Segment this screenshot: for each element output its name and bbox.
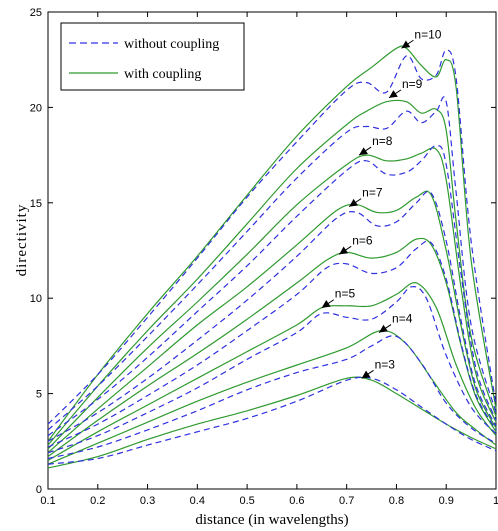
y-tick-label: 15 (30, 198, 42, 210)
series-line-without-coupling-n5 (47, 286, 497, 454)
y-tick-label: 0 (36, 484, 42, 496)
annotation-arrowhead-n3 (361, 370, 371, 379)
series-line-without-coupling-n10 (47, 49, 497, 425)
y-tick-label: 20 (30, 102, 42, 114)
annotation-arrowhead-n6 (339, 246, 349, 255)
x-tick-label: 0.4 (190, 495, 205, 507)
annotation-label-n4: n=4 (392, 312, 413, 326)
x-tick-label: 0.1 (40, 495, 55, 507)
series-line-with-coupling-n7 (47, 190, 497, 454)
series-line-without-coupling-n7 (47, 190, 497, 442)
annotation-arrowhead-n10 (401, 40, 411, 49)
y-tick-label: 25 (30, 7, 42, 19)
x-tick-label: 0.7 (339, 495, 354, 507)
annotation-label-n10: n=10 (414, 27, 441, 41)
x-tick-label: 0.3 (140, 495, 155, 507)
annotation-label-n6: n=6 (352, 233, 373, 247)
annotation-arrowhead-n7 (349, 198, 359, 207)
y-tick-label: 5 (36, 389, 42, 401)
series-line-without-coupling-n6 (47, 240, 497, 448)
annotation-group: n=3 n=4 n=5 n=6 n=7 n=8 n=9 n=10 (321, 27, 442, 379)
series-line-with-coupling-n10 (47, 45, 497, 442)
series-line-with-coupling-n6 (47, 237, 497, 458)
series-line-with-coupling-n8 (47, 147, 497, 450)
annotation-label-n9: n=9 (402, 77, 423, 91)
series-line-with-coupling-n5 (47, 282, 497, 461)
y-axis-label: directivity (14, 204, 30, 277)
series-line-without-coupling-n8 (47, 145, 497, 437)
annotation-label-n5: n=5 (335, 287, 356, 301)
legend: without coupling with coupling (60, 22, 245, 91)
annotation-label-n8: n=8 (372, 134, 393, 148)
series-line-without-coupling-n9 (47, 96, 497, 431)
plot-frame (47, 11, 497, 490)
legend-label-with-coupling: with coupling (124, 67, 201, 82)
annotation-arrowhead-n9 (388, 90, 398, 98)
x-axis-label: distance (in wavelengths) (195, 512, 348, 528)
x-tick-label: 0.8 (389, 495, 404, 507)
legend-box (60, 22, 245, 91)
series-group (47, 45, 497, 469)
series-line-without-coupling-n3 (47, 376, 497, 465)
x-tick-label: 0.5 (239, 495, 254, 507)
plot-area-border (47, 11, 497, 490)
x-tick-label: 0.6 (289, 495, 304, 507)
series-line-with-coupling-n9 (47, 99, 497, 446)
series-line-without-coupling-n4 (47, 335, 497, 460)
annotation-arrowhead-n4 (379, 324, 388, 333)
x-tick-label: 1 (493, 495, 498, 507)
series-line-with-coupling-n4 (47, 329, 497, 465)
x-tick-label: 0.9 (439, 495, 454, 507)
annotation-label-n3: n=3 (375, 357, 396, 371)
x-tick-label: 0.2 (90, 495, 105, 507)
annotation-label-n7: n=7 (362, 186, 383, 200)
annotation-arrowhead-n5 (321, 299, 331, 308)
y-tick-label: 10 (30, 293, 42, 305)
legend-label-without-coupling: without coupling (124, 37, 219, 52)
annotation-arrowhead-n8 (359, 147, 368, 156)
